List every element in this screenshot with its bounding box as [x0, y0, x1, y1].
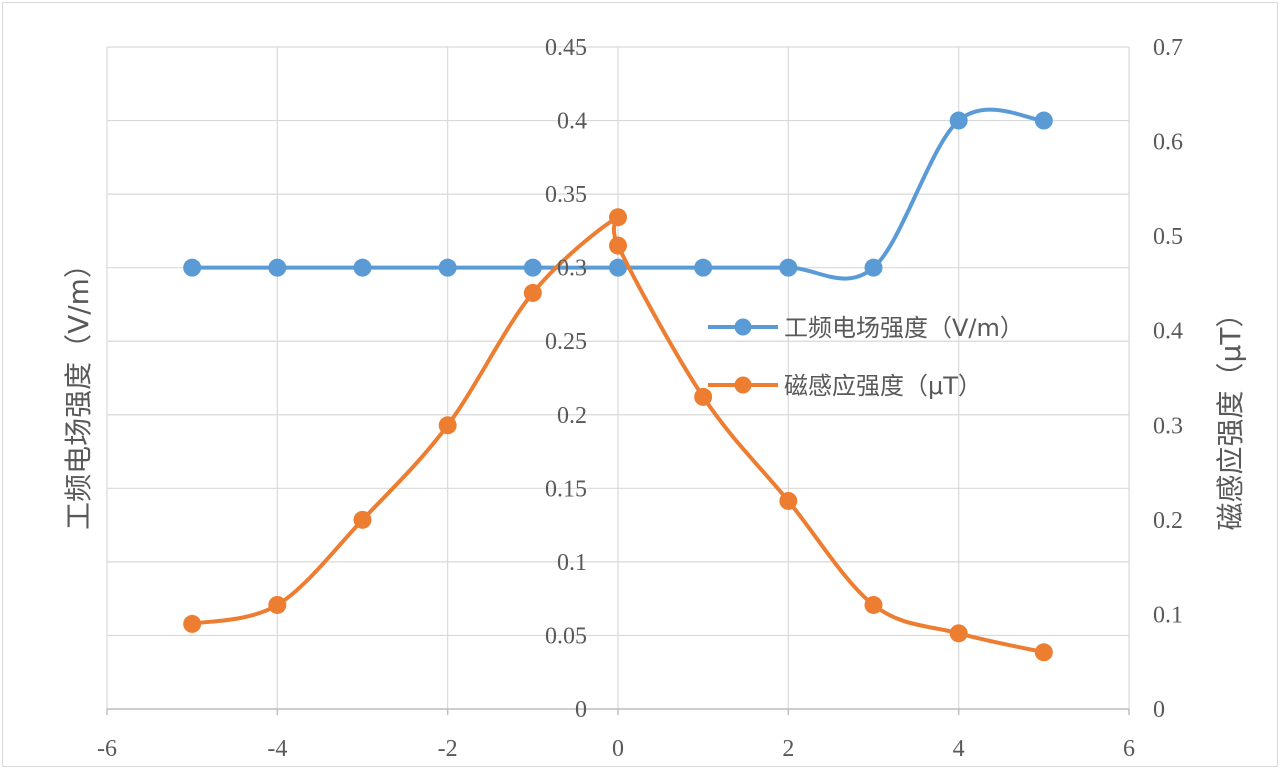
- data-point-series-0: [609, 258, 627, 277]
- y-right-tick-label: 0.4: [1153, 319, 1183, 345]
- x-tick-label: 4: [953, 736, 965, 762]
- y-right-tick-label: 0: [1153, 697, 1165, 723]
- legend-marker-magnetic-induction: [734, 376, 752, 394]
- data-point-series-0: [949, 111, 968, 130]
- legend-label-electric-field: 工频电场强度（V/m）: [784, 314, 1024, 342]
- y-left-tick-label: 0.15: [545, 476, 587, 502]
- data-point-series-0: [353, 258, 372, 277]
- legend-marker-electric-field: [734, 318, 752, 336]
- y-right-tick-label: 0.6: [1153, 130, 1183, 156]
- y-left-tick-label: 0.45: [545, 35, 587, 61]
- x-tick-label: 6: [1123, 736, 1135, 762]
- data-point-series-1: [694, 387, 713, 406]
- data-point-series-1: [523, 283, 542, 302]
- x-tick-label: -6: [97, 736, 117, 762]
- y-left-tick-label: 0.3: [557, 256, 587, 282]
- y-right-tick-label: 0.7: [1153, 35, 1183, 61]
- data-point-series-1: [1034, 643, 1053, 662]
- y-left-tick-label: 0.2: [557, 403, 587, 429]
- axes: [106, 708, 1130, 715]
- x-tick-label: 2: [782, 736, 794, 762]
- data-point-series-0: [694, 258, 713, 277]
- data-point-series-0: [438, 258, 457, 277]
- series: [183, 107, 1053, 662]
- data-point-series-1: [949, 624, 968, 643]
- data-point-series-0: [1034, 111, 1053, 130]
- y-left-tick-label: 0: [575, 697, 587, 723]
- y-right-tick-label: 0.3: [1153, 413, 1183, 439]
- legend-label-magnetic-induction: 磁感应强度（μT）: [784, 372, 982, 400]
- data-point-series-1: [779, 491, 798, 510]
- data-point-series-1: [183, 614, 202, 633]
- legend: 工频电场强度（V/m） 磁感应强度（μT）: [708, 314, 1024, 400]
- data-point-series-0: [183, 258, 202, 277]
- y-left-tick-label: 0.25: [545, 329, 587, 355]
- y-axis-left-title: 工频电场强度（V/m）: [62, 250, 95, 530]
- y-axis-right-title: 磁感应强度（μT）: [1214, 300, 1247, 531]
- data-point-series-0: [268, 258, 287, 277]
- data-point-series-1: [353, 510, 372, 529]
- data-point-series-1: [609, 208, 627, 227]
- legend-item-electric-field: 工频电场强度（V/m）: [708, 314, 1024, 342]
- y-left-tick-label: 0.35: [545, 182, 587, 208]
- data-point-series-1: [864, 595, 883, 614]
- x-tick-label: -4: [267, 736, 287, 762]
- tick-labels: -6 -4 -2 0 2 4 600.050.10.150.20.250.30.350.40…: [97, 35, 1183, 762]
- y-left-tick-label: 0.05: [545, 623, 587, 649]
- data-point-series-0: [523, 258, 542, 277]
- series-line-0: [192, 107, 1045, 281]
- y-right-tick-label: 0.1: [1153, 602, 1183, 628]
- y-right-tick-label: 0.5: [1153, 224, 1183, 250]
- data-point-series-1: [609, 236, 627, 255]
- y-left-tick-label: 0.1: [557, 550, 587, 576]
- y-right-tick-label: 0.2: [1153, 508, 1183, 534]
- data-point-series-1: [268, 595, 287, 614]
- data-point-series-0: [779, 258, 798, 277]
- data-point-series-1: [438, 416, 457, 435]
- y-left-tick-label: 0.4: [557, 109, 587, 135]
- data-point-series-0: [864, 258, 883, 277]
- x-tick-label: 0: [612, 736, 624, 762]
- x-tick-label: -2: [438, 736, 458, 762]
- legend-item-magnetic-induction: 磁感应强度（μT）: [708, 372, 982, 400]
